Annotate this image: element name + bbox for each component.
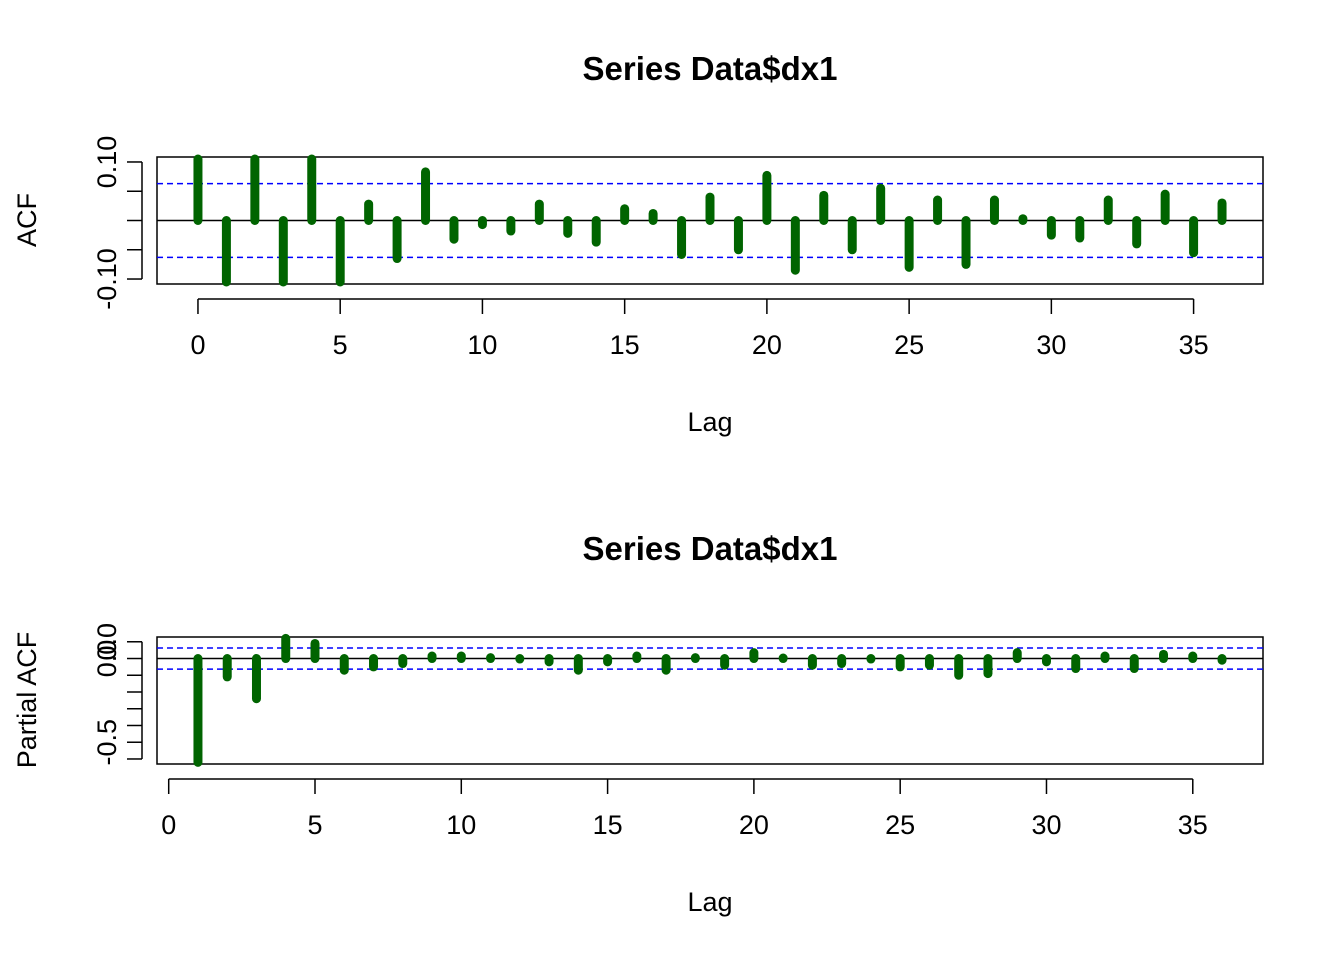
pacf-x-tick-label: 30 bbox=[1031, 810, 1061, 840]
pacf-x-tick-label: 20 bbox=[739, 810, 769, 840]
acf-x-tick-label: 5 bbox=[333, 330, 348, 360]
pacf-x-tick-label: 15 bbox=[593, 810, 623, 840]
acf-x-tick-label: 10 bbox=[467, 330, 497, 360]
acf-x-tick-label: 25 bbox=[894, 330, 924, 360]
pacf-bars bbox=[193, 633, 1227, 767]
pacf-x-axis-label: Lag bbox=[687, 887, 732, 917]
acf-x-tick-label: 20 bbox=[752, 330, 782, 360]
pacf-y-axis-label: Partial ACF bbox=[12, 632, 42, 769]
acf-x-axis: 0 5 10 15 20 25 30 35 bbox=[190, 298, 1209, 360]
acf-panel: Series Data$dx1 Lag ACF 0 5 10 15 20 25 30 35 -… bbox=[12, 50, 1264, 437]
acf-y-tick-label: -0.10 bbox=[92, 248, 122, 310]
pacf-x-tick-label: 0 bbox=[161, 810, 176, 840]
acf-chart-title: Series Data$dx1 bbox=[583, 50, 838, 87]
acf-bars bbox=[193, 154, 1227, 287]
acf-y-axis-label: ACF bbox=[12, 193, 42, 247]
pacf-y-tick-label: -0.5 bbox=[92, 719, 122, 766]
pacf-panel: Series Data$dx1 Lag Partial ACF 0 5 10 15 20… bbox=[12, 530, 1264, 917]
acf-y-tick-label: 0.10 bbox=[92, 136, 122, 189]
acf-x-tick-label: 35 bbox=[1179, 330, 1209, 360]
acf-x-axis-label: Lag bbox=[687, 407, 732, 437]
pacf-y-axis: -0.5 0.00.0 bbox=[92, 623, 143, 766]
pacf-y-tick-label: 0.0 bbox=[92, 623, 122, 661]
pacf-chart-title: Series Data$dx1 bbox=[583, 530, 838, 567]
pacf-x-tick-label: 5 bbox=[307, 810, 322, 840]
acf-y-axis: -0.10 0.10 bbox=[92, 136, 143, 310]
pacf-x-tick-label: 10 bbox=[446, 810, 476, 840]
acf-x-tick-label: 30 bbox=[1036, 330, 1066, 360]
pacf-x-tick-label: 25 bbox=[885, 810, 915, 840]
pacf-x-tick-label: 35 bbox=[1178, 810, 1208, 840]
pacf-y-tick-label: 0.0 bbox=[92, 640, 122, 678]
acf-x-tick-label: 15 bbox=[610, 330, 640, 360]
acf-x-tick-label: 0 bbox=[190, 330, 205, 360]
pacf-plot-frame bbox=[156, 636, 1264, 765]
pacf-x-axis: 0 5 10 15 20 25 30 35 bbox=[161, 778, 1208, 840]
